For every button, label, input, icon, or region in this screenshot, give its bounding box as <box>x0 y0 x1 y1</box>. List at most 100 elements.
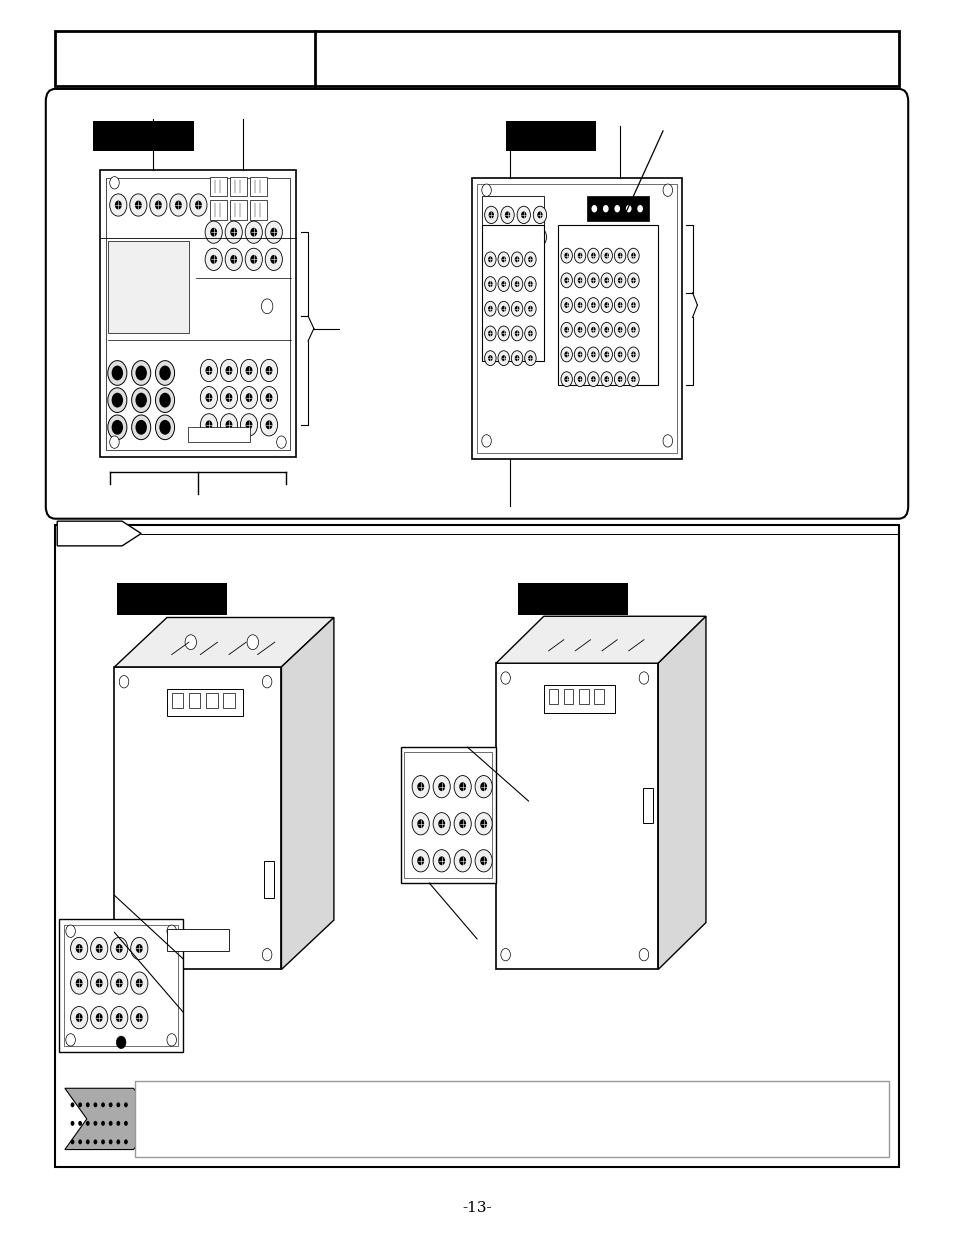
Circle shape <box>119 676 129 688</box>
Circle shape <box>220 387 237 409</box>
Circle shape <box>108 415 127 440</box>
Circle shape <box>124 1140 128 1145</box>
Circle shape <box>618 278 621 283</box>
Circle shape <box>574 322 585 337</box>
Circle shape <box>260 359 277 382</box>
Circle shape <box>205 248 222 270</box>
Circle shape <box>71 972 88 994</box>
Circle shape <box>631 278 635 283</box>
Circle shape <box>574 298 585 312</box>
Circle shape <box>75 944 83 953</box>
Circle shape <box>524 301 536 316</box>
Circle shape <box>618 327 621 332</box>
Circle shape <box>578 278 581 283</box>
Circle shape <box>564 303 568 308</box>
Circle shape <box>501 331 505 336</box>
Circle shape <box>71 1121 74 1126</box>
Circle shape <box>511 301 522 316</box>
Circle shape <box>481 435 491 447</box>
Circle shape <box>210 254 217 264</box>
Circle shape <box>75 978 83 988</box>
Circle shape <box>627 372 639 387</box>
Bar <box>106 178 290 450</box>
Circle shape <box>260 387 277 409</box>
Circle shape <box>484 351 496 366</box>
Text: -13-: -13- <box>461 1200 492 1215</box>
Circle shape <box>101 1103 105 1108</box>
Circle shape <box>86 1121 90 1126</box>
Circle shape <box>614 372 625 387</box>
Circle shape <box>245 221 262 243</box>
Circle shape <box>437 856 445 866</box>
Circle shape <box>574 347 585 362</box>
Circle shape <box>600 372 612 387</box>
Circle shape <box>115 1013 123 1023</box>
Bar <box>586 196 648 221</box>
Circle shape <box>110 177 119 189</box>
Circle shape <box>119 948 129 961</box>
Circle shape <box>458 819 466 829</box>
Circle shape <box>614 322 625 337</box>
Circle shape <box>265 221 282 243</box>
Circle shape <box>475 776 492 798</box>
Bar <box>481 196 543 264</box>
Circle shape <box>71 937 88 960</box>
Polygon shape <box>114 618 334 667</box>
Circle shape <box>225 221 242 243</box>
Circle shape <box>627 347 639 362</box>
Circle shape <box>618 352 621 357</box>
Circle shape <box>564 253 568 258</box>
Circle shape <box>524 326 536 341</box>
Circle shape <box>515 356 518 361</box>
Circle shape <box>174 200 182 210</box>
Circle shape <box>618 303 621 308</box>
Circle shape <box>71 1007 88 1029</box>
Polygon shape <box>658 616 705 969</box>
Circle shape <box>591 352 595 357</box>
Circle shape <box>134 200 142 210</box>
Bar <box>117 583 227 615</box>
Circle shape <box>604 303 608 308</box>
Circle shape <box>578 377 581 382</box>
Circle shape <box>159 393 171 408</box>
Circle shape <box>454 776 471 798</box>
Circle shape <box>600 347 612 362</box>
Bar <box>100 170 295 457</box>
Bar <box>210 177 227 196</box>
Circle shape <box>574 372 585 387</box>
Circle shape <box>578 253 581 258</box>
Circle shape <box>112 366 123 380</box>
Circle shape <box>618 377 621 382</box>
Circle shape <box>604 278 608 283</box>
Circle shape <box>578 327 581 332</box>
Bar <box>476 184 677 453</box>
Circle shape <box>131 937 148 960</box>
Circle shape <box>200 387 217 409</box>
Bar <box>548 689 558 704</box>
Circle shape <box>95 1013 103 1023</box>
Circle shape <box>528 282 532 287</box>
Circle shape <box>265 248 282 270</box>
Circle shape <box>627 322 639 337</box>
Circle shape <box>265 366 273 375</box>
Bar <box>505 121 596 151</box>
Polygon shape <box>57 521 141 546</box>
Circle shape <box>240 414 257 436</box>
Circle shape <box>587 298 598 312</box>
Circle shape <box>484 301 496 316</box>
Circle shape <box>500 672 510 684</box>
Circle shape <box>91 972 108 994</box>
Circle shape <box>124 1121 128 1126</box>
Circle shape <box>488 331 492 336</box>
Bar <box>400 747 496 883</box>
Bar <box>55 525 898 1167</box>
Circle shape <box>205 221 222 243</box>
Circle shape <box>625 205 631 212</box>
Circle shape <box>101 1140 105 1145</box>
Bar <box>188 427 250 442</box>
Bar <box>481 225 543 361</box>
Circle shape <box>475 813 492 835</box>
Circle shape <box>560 273 572 288</box>
Bar <box>114 667 281 969</box>
Polygon shape <box>65 1088 155 1150</box>
